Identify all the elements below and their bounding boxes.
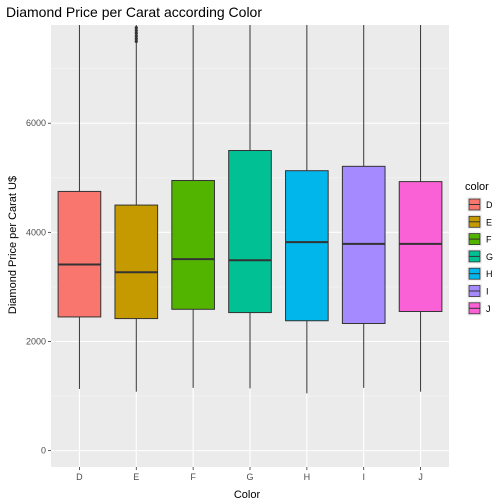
x-axis: D E F G H I J [76, 467, 423, 482]
outlier-point [134, 28, 138, 33]
y-axis: 0 2000 4000 6000 [26, 118, 51, 456]
legend-item-F: F [467, 231, 492, 247]
x-axis-title: Color [234, 489, 261, 501]
box [341, 165, 386, 324]
y-tick-label: 6000 [26, 118, 46, 128]
box-J [398, 25, 443, 392]
x-tick-label: H [304, 472, 311, 482]
box [114, 204, 159, 320]
legend-label: J [486, 304, 491, 314]
box [171, 180, 215, 310]
y-tick-label: 0 [41, 446, 46, 456]
legend-label: I [486, 287, 489, 297]
x-tick-label: F [190, 472, 196, 482]
legend-label: G [486, 252, 493, 262]
outlier-point [134, 34, 138, 38]
legend-label: H [486, 269, 493, 279]
legend-label: D [486, 200, 493, 210]
outlier-point [134, 31, 138, 35]
legend-title: color [465, 181, 489, 193]
box-G [228, 25, 272, 389]
x-tick-label: I [362, 472, 365, 482]
outlier-point [134, 37, 138, 41]
x-tick-label: D [76, 472, 83, 482]
box-H [285, 25, 329, 394]
legend-item-I: I [467, 283, 489, 299]
box [285, 170, 329, 322]
box-E [114, 25, 159, 392]
legend-item-J: J [467, 300, 491, 316]
legend-label: E [486, 217, 492, 227]
legend-item-H: H [467, 266, 493, 282]
y-tick-label: 2000 [26, 336, 46, 346]
box-D [57, 25, 102, 389]
x-tick-label: G [246, 472, 253, 482]
box [398, 181, 443, 312]
x-tick-label: J [418, 472, 423, 482]
x-tick-label: E [133, 472, 139, 482]
box-F [171, 25, 215, 388]
y-tick-label: 4000 [26, 227, 46, 237]
box [57, 190, 102, 318]
outlier-point [134, 39, 138, 43]
legend-item-E: E [467, 214, 492, 230]
outlier-point [134, 26, 138, 30]
legend-item-G: G [467, 248, 493, 264]
chart-title: Diamond Price per Carat according Color [6, 4, 262, 20]
box [228, 150, 272, 314]
y-axis-title: Diamond Price per Carat U$ [7, 176, 19, 314]
legend-label: F [486, 235, 492, 245]
box-I [341, 25, 386, 388]
plot-area [51, 25, 449, 467]
legend-item-D: D [467, 197, 493, 212]
